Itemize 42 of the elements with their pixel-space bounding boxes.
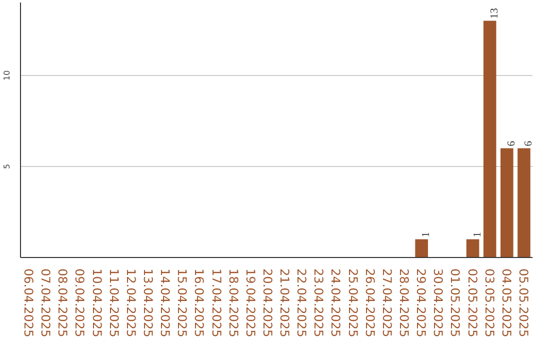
- x-tick-label: 14.04.2025: [158, 268, 172, 338]
- y-tick-label: 5: [2, 164, 12, 169]
- data-label: 13: [489, 8, 500, 19]
- x-tick-label: 07.04.2025: [38, 268, 53, 338]
- x-tick-label: 03.05.2025: [482, 268, 496, 338]
- y-tick-label: 10: [2, 70, 12, 80]
- bar: [483, 20, 496, 258]
- x-tick-label: 16.04.2025: [192, 268, 206, 338]
- x-tick-label: 20.04.2025: [260, 268, 274, 338]
- x-tick-label: 21.04.2025: [278, 268, 292, 338]
- bar: [500, 148, 514, 258]
- x-tick-label: 08.04.2025: [56, 268, 70, 338]
- x-tick-label: 13.04.2025: [141, 268, 155, 338]
- x-tick-label: 25.04.2025: [346, 268, 360, 338]
- data-label: 6: [506, 140, 518, 146]
- bar: [466, 239, 480, 258]
- x-tick-label: 12.04.2025: [124, 268, 138, 338]
- x-tick-label: 15.04.2025: [175, 268, 190, 338]
- x-tick-label: 18.04.2025: [226, 268, 240, 338]
- x-tick-label: 30.04.2025: [431, 268, 446, 338]
- bar: [518, 148, 530, 258]
- x-tick-label: 27.04.2025: [380, 268, 394, 338]
- data-label: 1: [472, 232, 484, 238]
- x-tick-label: 29.04.2025: [414, 268, 428, 338]
- x-tick-label: 04.05.2025: [499, 268, 514, 338]
- x-tick-label: 26.04.2025: [362, 268, 377, 338]
- x-tick-label: 01.05.2025: [448, 268, 462, 338]
- x-tick-label: 09.04.2025: [72, 268, 87, 338]
- data-label: 1: [421, 232, 432, 238]
- x-tick-label: 24.04.2025: [328, 268, 343, 338]
- x-tick-label: 06.04.2025: [22, 268, 36, 338]
- bar: [415, 239, 428, 258]
- x-tick-label: 11.04.2025: [106, 268, 121, 338]
- x-tick-label: 10.04.2025: [90, 268, 104, 338]
- x-tick-label: 23.04.2025: [312, 268, 326, 338]
- x-tick-label: 17.04.2025: [209, 268, 224, 338]
- x-tick-label: 19.04.2025: [243, 268, 258, 338]
- x-tick-label: 05.05.2025: [516, 268, 530, 338]
- data-label: 6: [523, 140, 534, 146]
- x-tick-label: 28.04.2025: [397, 268, 411, 338]
- x-tick-label: 22.04.2025: [294, 268, 309, 338]
- x-tick-label: 02.05.2025: [465, 268, 480, 338]
